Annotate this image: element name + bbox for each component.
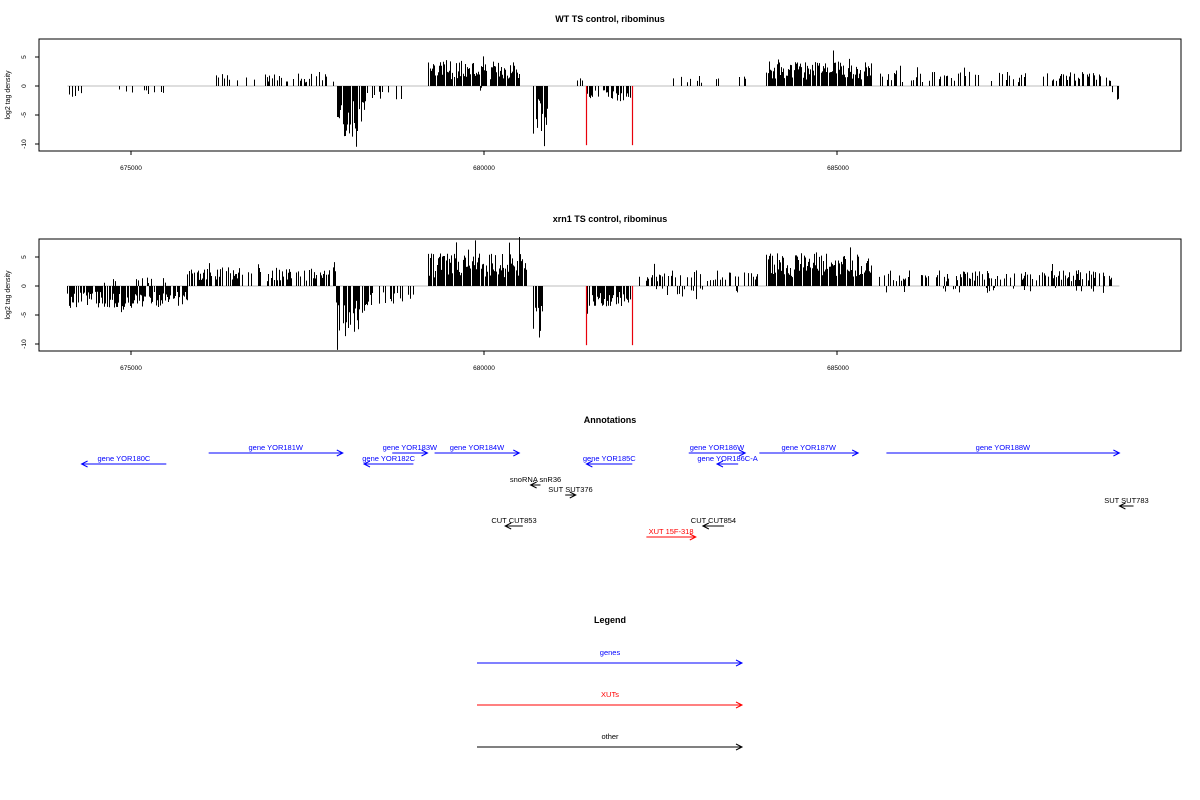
plot-frame (38, 238, 1182, 352)
y-tick-label: -10 (21, 339, 28, 349)
legend-label: XUTs (601, 690, 619, 699)
legend-entry: genes (477, 648, 744, 667)
annotation-arrow: SUT SUT783 (1104, 496, 1149, 510)
density-bars (67, 50, 1120, 147)
legend: Legend genes XUTs other (477, 615, 744, 751)
annotation-label: gene YOR181W (248, 443, 303, 452)
annotation-arrow: gene YOR184W (434, 443, 521, 457)
y-tick-label: 0 (21, 284, 28, 288)
annotation-label: gene YOR183W (383, 443, 438, 452)
arrow-head (513, 449, 521, 457)
annotation-arrow: XUT 15F-318 (646, 527, 697, 541)
annotation-label: SUT SUT783 (1104, 496, 1148, 505)
annotation-arrow: CUT CUT853 (491, 516, 537, 530)
arrow-head (362, 460, 371, 468)
y-axis: -10 -5 0 5 (21, 55, 39, 149)
annotation-arrow: gene YOR187W (759, 443, 860, 457)
x-tick-label: 675000 (120, 365, 142, 372)
annotation-arrow: gene YOR185C (583, 454, 636, 468)
annotations-track: Annotations gene YOR180C gene YOR181W gene… (80, 415, 1149, 541)
x-tick-label: 685000 (827, 165, 849, 172)
arrow-head (738, 449, 747, 457)
x-tick-label: 680000 (473, 365, 495, 372)
arrow-head (1113, 449, 1121, 457)
arrow-head (735, 659, 744, 667)
annotation-label: gene YOR185C (583, 454, 636, 463)
legend-label: genes (600, 648, 621, 657)
annotation-arrow: SUT SUT376 (548, 485, 593, 499)
annotation-label: gene YOR186W (690, 443, 745, 452)
annotations-title: Annotations (584, 415, 637, 425)
x-axis: 675000 680000 685000 (120, 351, 849, 372)
y-axis-label: log2 tag density (5, 270, 12, 320)
y-tick-label: 0 (21, 84, 28, 88)
annotation-arrow: CUT CUT854 (691, 516, 736, 530)
panel-title: WT TS control, ribominus (555, 14, 665, 24)
arrow-head (715, 460, 724, 468)
y-tick-label: -5 (21, 112, 28, 118)
annotation-arrow: gene YOR186W (688, 443, 747, 457)
annotation-label: gene YOR188W (976, 443, 1031, 452)
annotation-label: gene YOR186C-A (697, 454, 757, 463)
legend-entry: other (477, 732, 744, 751)
x-axis: 675000 680000 685000 (120, 151, 849, 172)
arrow-head (421, 449, 429, 457)
arrow-head (529, 481, 537, 489)
annotation-arrow: gene YOR183W (383, 443, 438, 457)
x-tick-label: 685000 (827, 365, 849, 372)
annotation-label: snoRNA snR36 (510, 475, 561, 484)
legend-title: Legend (594, 615, 626, 625)
y-tick-label: -10 (21, 139, 28, 149)
arrow-head (585, 460, 593, 468)
legend-label: other (601, 732, 619, 741)
annotation-label: CUT CUT853 (491, 516, 536, 525)
arrow-head (735, 701, 744, 709)
arrow-head (336, 449, 344, 457)
y-axis-label: log2 tag density (5, 70, 12, 120)
annotation-arrow: gene YOR180C (80, 454, 167, 468)
arrow-head (701, 522, 710, 530)
arrow-head (851, 449, 860, 457)
annotation-label: CUT CUT854 (691, 516, 736, 525)
y-axis: -10 -5 0 5 (21, 255, 39, 349)
density-bars (67, 236, 1120, 350)
annotation-arrow: gene YOR182C (362, 454, 416, 468)
panel-xrn1: xrn1 TS control, ribominus log2 tag dens… (5, 214, 1182, 372)
arrow-head (735, 743, 744, 751)
x-tick-label: 680000 (473, 165, 495, 172)
arrow-head (1118, 502, 1126, 510)
annotation-arrow: gene YOR188W (886, 443, 1121, 457)
arrow-head (504, 522, 512, 530)
annotation-arrow: snoRNA snR36 (510, 475, 561, 489)
y-tick-label: 5 (21, 55, 28, 59)
annotation-label: SUT SUT376 (548, 485, 592, 494)
annotation-label: gene YOR180C (98, 454, 151, 463)
arrow-head (569, 491, 577, 499)
annotation-arrow: gene YOR186C-A (697, 454, 758, 468)
annotation-label: gene YOR187W (782, 443, 837, 452)
arrow-head (689, 533, 697, 541)
annotation-label: XUT 15F-318 (649, 527, 694, 536)
annotation-label: gene YOR184W (450, 443, 505, 452)
y-tick-label: -5 (21, 312, 28, 318)
legend-entry: XUTs (477, 690, 744, 709)
panel-wt: WT TS control, ribominus log2 tag densit… (5, 14, 1182, 172)
y-tick-label: 5 (21, 255, 28, 259)
x-tick-label: 675000 (120, 165, 142, 172)
arrow-head (80, 460, 88, 468)
plot-frame (38, 38, 1182, 152)
annotation-arrow: gene YOR181W (208, 443, 344, 457)
annotation-label: gene YOR182C (362, 454, 415, 463)
panel-title: xrn1 TS control, ribominus (553, 214, 668, 224)
